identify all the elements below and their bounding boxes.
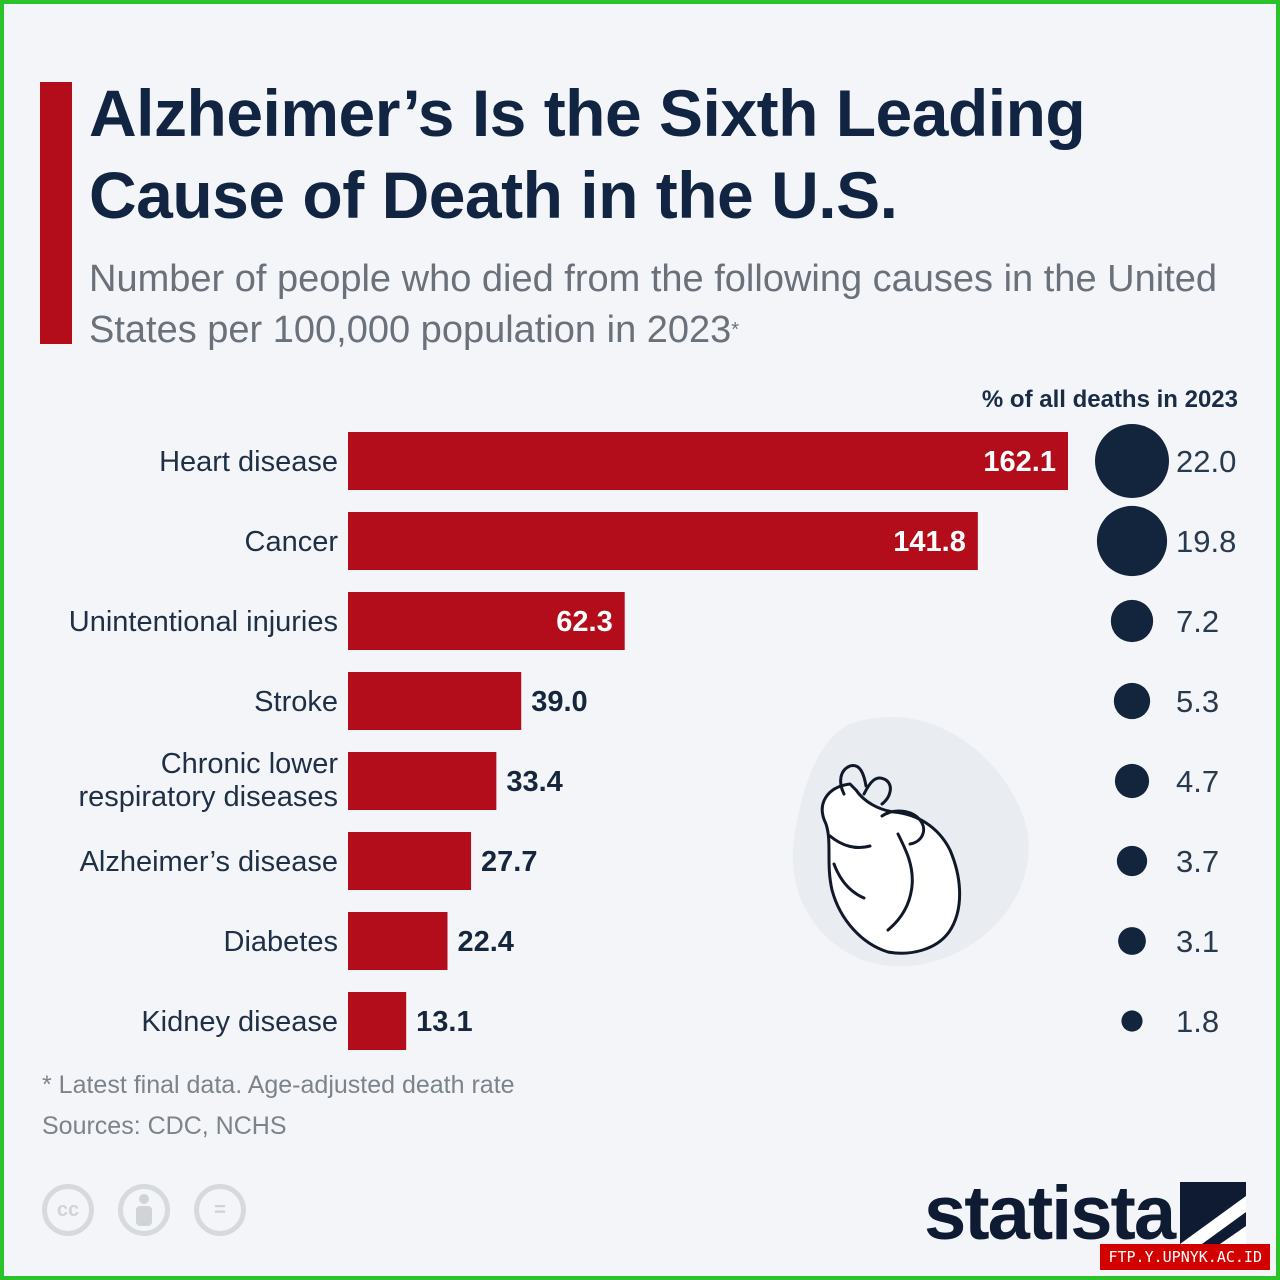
category-label: Heart disease xyxy=(159,446,338,478)
category-label: Stroke xyxy=(254,686,338,718)
pct-label: 7.2 xyxy=(1176,604,1219,639)
bar xyxy=(348,432,1068,490)
pct-label: 5.3 xyxy=(1176,684,1219,719)
bar xyxy=(348,832,472,890)
pct-dot xyxy=(1114,763,1150,799)
bar xyxy=(348,992,407,1050)
person-icon[interactable] xyxy=(118,1184,170,1236)
person-glyph xyxy=(136,1194,152,1226)
pct-dot xyxy=(1121,1010,1143,1032)
pct-label: 3.1 xyxy=(1176,924,1219,959)
sources-note: Sources: CDC, NCHS xyxy=(42,1112,287,1140)
category-label: Diabetes xyxy=(224,926,338,958)
bar xyxy=(348,752,497,810)
data-label: 22.4 xyxy=(457,926,513,958)
pct-column-header: % of all deaths in 2023 xyxy=(981,386,1238,413)
pct-dot xyxy=(1110,599,1154,643)
bar xyxy=(348,912,448,970)
pct-dot xyxy=(1116,845,1148,877)
page-title: Alzheimer’s Is the Sixth Leading Cause o… xyxy=(89,76,1086,232)
heart-icon xyxy=(820,764,962,955)
category-label: Chronic lower respiratory diseases xyxy=(79,748,339,813)
bar-chart: 162.1 Heart disease 22.0 141.8 Cancer 19.8 62.… xyxy=(69,424,1236,1050)
title-accent-bar xyxy=(40,82,72,344)
data-label: 13.1 xyxy=(416,1006,472,1038)
infographic: Alzheimer’s Is the Sixth Leading Cause o… xyxy=(4,4,1276,1276)
statista-mark-icon xyxy=(1180,1182,1246,1244)
pct-dot xyxy=(1096,505,1168,577)
data-label: 27.7 xyxy=(481,846,537,878)
pct-label: 22.0 xyxy=(1176,444,1236,479)
pct-dot xyxy=(1118,927,1146,955)
footnote: * Latest final data. Age-adjusted death … xyxy=(42,1071,515,1099)
data-label: 33.4 xyxy=(506,766,562,798)
equal-icon[interactable]: = xyxy=(194,1184,246,1236)
bar xyxy=(348,592,625,650)
subtitle-text: Number of people who died from the follo… xyxy=(89,258,1217,351)
bar xyxy=(348,672,522,730)
data-label: 162.1 xyxy=(983,446,1056,478)
category-label: Cancer xyxy=(245,526,339,558)
category-label: Unintentional injuries xyxy=(69,606,338,638)
pct-label: 3.7 xyxy=(1176,844,1219,879)
data-label: 39.0 xyxy=(531,686,587,718)
pct-label: 4.7 xyxy=(1176,764,1219,799)
pct-label: 19.8 xyxy=(1176,524,1236,559)
pct-label: 1.8 xyxy=(1176,1004,1219,1039)
watermark: FTP.Y.UPNYK.AC.ID xyxy=(1100,1244,1270,1270)
cc-icon[interactable]: cc xyxy=(42,1184,94,1236)
data-label: 62.3 xyxy=(556,606,612,638)
category-label: Alzheimer’s disease xyxy=(80,846,338,878)
chart-bars: 162.1 Heart disease 22.0 141.8 Cancer 19.8 62.… xyxy=(69,424,1236,1050)
pct-dot xyxy=(1113,682,1151,720)
category-label: Kidney disease xyxy=(141,1006,338,1038)
subtitle-marker: * xyxy=(731,319,740,341)
bar xyxy=(348,512,978,570)
page-subtitle: Number of people who died from the follo… xyxy=(89,254,1239,356)
data-label: 141.8 xyxy=(893,526,966,558)
pct-dot xyxy=(1095,424,1169,498)
heart-illustration xyxy=(792,716,1029,967)
statista-logo[interactable]: statista xyxy=(924,1171,1176,1256)
